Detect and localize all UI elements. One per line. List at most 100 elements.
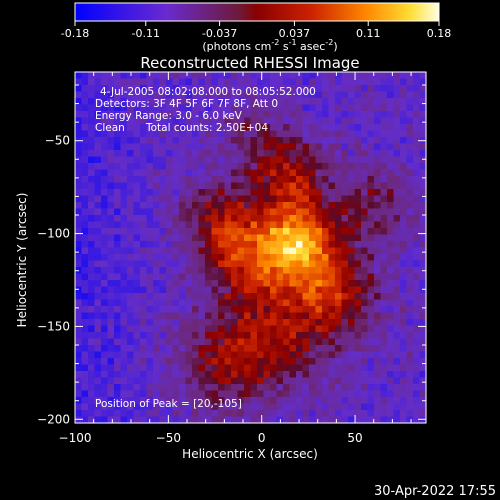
heatmap-cell bbox=[393, 247, 401, 255]
heatmap-cell bbox=[354, 208, 362, 216]
heatmap-cell bbox=[218, 228, 226, 236]
heatmap-cell bbox=[387, 325, 395, 333]
heatmap-cell bbox=[120, 202, 128, 210]
heatmap-cell bbox=[192, 410, 200, 418]
heatmap-cell bbox=[257, 338, 265, 346]
heatmap-cell bbox=[296, 410, 304, 418]
heatmap-cell bbox=[374, 410, 382, 418]
heatmap-cell bbox=[107, 111, 115, 119]
heatmap-cell bbox=[367, 254, 375, 262]
heatmap-cell bbox=[224, 273, 232, 281]
heatmap-cell bbox=[283, 169, 291, 177]
heatmap-cell bbox=[114, 241, 122, 249]
heatmap-cell bbox=[75, 332, 83, 340]
heatmap-cell bbox=[387, 78, 395, 86]
heatmap-cell bbox=[146, 273, 154, 281]
heatmap-cell bbox=[192, 189, 200, 197]
heatmap-cell bbox=[335, 403, 343, 411]
heatmap-cell bbox=[419, 169, 427, 177]
heatmap-cell bbox=[120, 345, 128, 353]
heatmap-cell bbox=[289, 221, 297, 229]
heatmap-cell bbox=[263, 319, 271, 327]
heatmap-cell bbox=[133, 397, 141, 405]
heatmap-cell bbox=[283, 286, 291, 294]
heatmap-cell bbox=[179, 72, 187, 80]
heatmap-cell bbox=[315, 78, 323, 86]
heatmap-cell bbox=[413, 403, 421, 411]
heatmap-cell bbox=[387, 358, 395, 366]
heatmap-cell bbox=[172, 143, 180, 151]
heatmap-cell bbox=[88, 397, 96, 405]
heatmap-cell bbox=[153, 390, 161, 398]
heatmap-cell bbox=[354, 182, 362, 190]
heatmap-cell bbox=[237, 286, 245, 294]
heatmap-cell bbox=[81, 293, 89, 301]
heatmap-cell bbox=[322, 371, 330, 379]
heatmap-cell bbox=[400, 254, 408, 262]
heatmap-cell bbox=[224, 234, 232, 242]
heatmap-cell bbox=[296, 78, 304, 86]
heatmap-cell bbox=[166, 189, 174, 197]
heatmap-cell bbox=[419, 416, 427, 424]
heatmap-cell bbox=[198, 241, 206, 249]
heatmap-cell bbox=[88, 319, 96, 327]
heatmap-cell bbox=[328, 195, 336, 203]
heatmap-cell bbox=[413, 98, 421, 106]
heatmap-cell bbox=[244, 143, 252, 151]
heatmap-cell bbox=[107, 312, 115, 320]
heatmap-cell bbox=[315, 228, 323, 236]
heatmap-cell bbox=[114, 156, 122, 164]
heatmap-cell bbox=[328, 163, 336, 171]
heatmap-cell bbox=[322, 390, 330, 398]
heatmap-cell bbox=[413, 267, 421, 275]
heatmap-cell bbox=[380, 182, 388, 190]
heatmap-cell bbox=[153, 332, 161, 340]
heatmap-cell bbox=[335, 293, 343, 301]
heatmap-cell bbox=[302, 416, 310, 424]
heatmap-cell bbox=[159, 150, 167, 158]
heatmap-cell bbox=[133, 104, 141, 112]
heatmap-cell bbox=[107, 208, 115, 216]
heatmap-cell bbox=[153, 241, 161, 249]
heatmap-cell bbox=[159, 345, 167, 353]
heatmap-cell bbox=[172, 176, 180, 184]
heatmap-cell bbox=[374, 306, 382, 314]
heatmap-cell bbox=[276, 150, 284, 158]
heatmap-cell bbox=[198, 189, 206, 197]
heatmap-cell bbox=[88, 241, 96, 249]
heatmap-cell bbox=[361, 156, 369, 164]
heatmap-cell bbox=[283, 91, 291, 99]
heatmap-cell bbox=[107, 85, 115, 93]
heatmap-cell bbox=[133, 384, 141, 392]
heatmap-cell bbox=[185, 137, 193, 145]
heatmap-cell bbox=[354, 384, 362, 392]
heatmap-cell bbox=[393, 104, 401, 112]
heatmap-cell bbox=[393, 117, 401, 125]
heatmap-cell bbox=[367, 137, 375, 145]
heatmap-cell bbox=[94, 111, 102, 119]
heatmap-cell bbox=[341, 306, 349, 314]
heatmap-cell bbox=[380, 254, 388, 262]
heatmap-cell bbox=[101, 371, 109, 379]
heatmap-cell bbox=[283, 111, 291, 119]
heatmap-cell bbox=[283, 156, 291, 164]
heatmap-cell bbox=[380, 215, 388, 223]
heatmap-cell bbox=[335, 351, 343, 359]
heatmap-cell bbox=[159, 293, 167, 301]
heatmap-cell bbox=[257, 78, 265, 86]
heatmap-cell bbox=[283, 247, 291, 255]
heatmap-cell bbox=[75, 143, 83, 151]
heatmap-cell bbox=[120, 319, 128, 327]
heatmap-cell bbox=[257, 228, 265, 236]
heatmap-cell bbox=[218, 189, 226, 197]
heatmap-cell bbox=[296, 104, 304, 112]
heatmap-cell bbox=[153, 345, 161, 353]
heatmap-cell bbox=[406, 130, 414, 138]
heatmap-cell bbox=[413, 371, 421, 379]
heatmap-cell bbox=[296, 267, 304, 275]
heatmap-cell bbox=[341, 221, 349, 229]
heatmap-cell bbox=[133, 306, 141, 314]
heatmap-cell bbox=[413, 111, 421, 119]
heatmap-cell bbox=[159, 390, 167, 398]
heatmap-cell bbox=[244, 202, 252, 210]
